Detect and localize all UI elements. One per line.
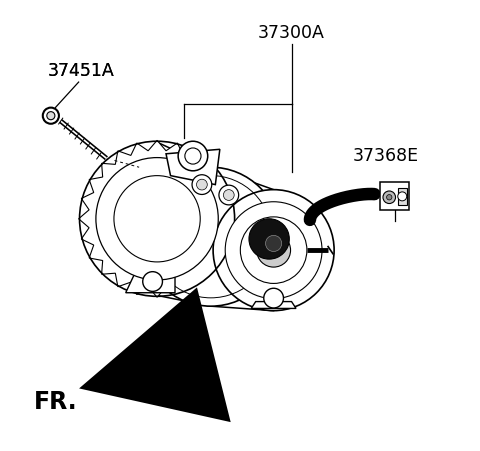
FancyBboxPatch shape [380, 183, 409, 210]
Circle shape [178, 141, 208, 171]
Circle shape [43, 108, 59, 124]
Circle shape [264, 288, 284, 308]
Circle shape [386, 194, 392, 200]
Circle shape [240, 217, 307, 283]
Circle shape [143, 272, 162, 291]
Circle shape [225, 202, 322, 299]
Circle shape [265, 235, 282, 252]
Circle shape [398, 192, 407, 201]
Circle shape [47, 112, 55, 120]
Circle shape [213, 189, 334, 311]
Circle shape [185, 148, 201, 164]
Circle shape [192, 175, 212, 194]
Circle shape [196, 179, 207, 190]
Circle shape [96, 157, 218, 280]
Circle shape [219, 185, 239, 205]
Circle shape [223, 189, 234, 200]
Polygon shape [79, 140, 236, 297]
Circle shape [257, 233, 290, 267]
Polygon shape [166, 149, 220, 184]
FancyBboxPatch shape [398, 188, 407, 205]
Text: 37451A: 37451A [48, 62, 114, 80]
Text: FR.: FR. [34, 390, 77, 414]
Wedge shape [249, 219, 289, 259]
Circle shape [142, 167, 280, 306]
Circle shape [383, 191, 396, 203]
Polygon shape [251, 302, 296, 308]
Circle shape [114, 175, 200, 262]
Text: 37368E: 37368E [353, 147, 419, 165]
Polygon shape [126, 274, 175, 293]
Text: 37300A: 37300A [258, 24, 325, 42]
Text: 37451A: 37451A [48, 62, 114, 80]
